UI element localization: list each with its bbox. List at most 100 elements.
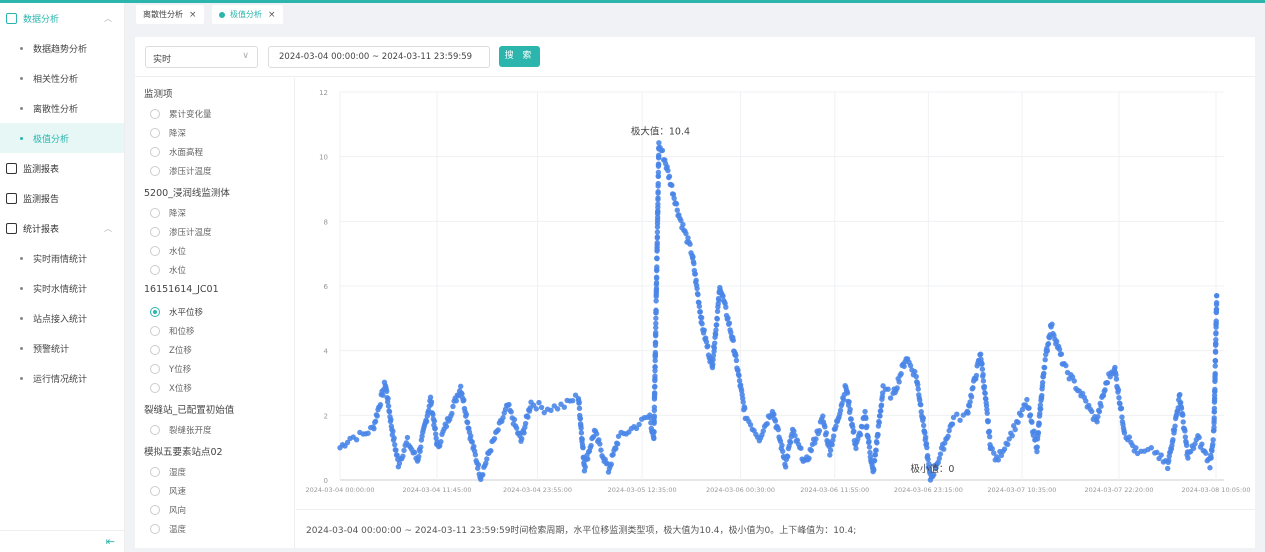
data-point: [695, 291, 701, 298]
radio-icon[interactable]: [150, 166, 160, 176]
sidebar-item-operation[interactable]: 运行情况统计: [0, 363, 124, 393]
sidebar-group-monitor-report[interactable]: 监测报告: [0, 183, 124, 213]
option-label: X位移: [169, 384, 192, 394]
data-point: [946, 427, 952, 434]
sidebar-item-station-access[interactable]: 站点接入统计: [0, 303, 124, 333]
radio-icon[interactable]: [150, 128, 160, 138]
option-label: 降深: [169, 209, 187, 219]
data-point: [863, 415, 869, 422]
radio-icon[interactable]: [150, 524, 160, 534]
data-point: [872, 452, 879, 458]
data-point: [1036, 421, 1042, 427]
monitor-option-radio[interactable]: 水平位移: [150, 306, 203, 318]
sidebar-group-data-analysis[interactable]: 数据分析 ︿: [0, 3, 124, 33]
data-point: [873, 447, 879, 453]
date-range-picker[interactable]: 2024-03-04 00:00:00 ~ 2024-03-11 23:59:5…: [268, 46, 490, 68]
data-point: [1213, 324, 1219, 330]
monitor-option-radio[interactable]: 风向: [150, 504, 186, 516]
data-point: [585, 456, 591, 462]
chevron-up-icon: ︿: [104, 223, 112, 233]
monitor-option-radio[interactable]: 累计变化量: [150, 108, 212, 120]
radio-icon[interactable]: [150, 345, 160, 355]
data-point: [864, 423, 870, 429]
monitor-option-radio[interactable]: 水位: [150, 245, 186, 257]
radio-icon[interactable]: [150, 425, 160, 435]
active-dot-icon: [219, 11, 225, 18]
data-point: [698, 314, 705, 321]
data-point: [1112, 364, 1118, 371]
radio-icon[interactable]: [150, 227, 160, 237]
search-button[interactable]: 搜 索: [499, 46, 540, 67]
monitor-option-radio[interactable]: 渗压计温度: [150, 165, 212, 177]
monitor-option-radio[interactable]: Z位移: [150, 344, 192, 356]
radio-icon[interactable]: [150, 265, 160, 275]
monitor-option-radio[interactable]: 渗压计温度: [150, 226, 212, 238]
monitor-option-radio[interactable]: 温度: [150, 523, 186, 535]
monitor-option-radio[interactable]: X位移: [150, 382, 192, 394]
close-icon[interactable]: ×: [268, 9, 276, 20]
data-point: [920, 415, 926, 421]
data-point: [500, 414, 506, 421]
y-tick-label: 12: [319, 89, 328, 97]
y-tick-label: 0: [324, 477, 328, 485]
close-icon[interactable]: ×: [189, 9, 197, 20]
data-point: [651, 435, 657, 442]
data-point: [728, 329, 734, 336]
data-point: [710, 352, 717, 359]
data-point: [984, 410, 990, 416]
monitor-option-radio[interactable]: 水面高程: [150, 146, 203, 158]
radio-checked-icon[interactable]: [150, 307, 160, 317]
data-point: [898, 371, 904, 377]
data-point: [827, 452, 833, 458]
data-point: [1172, 423, 1178, 429]
data-point: [652, 383, 658, 390]
sidebar-item-extreme[interactable]: 极值分析: [0, 123, 124, 153]
data-point: [655, 201, 661, 207]
data-point: [554, 406, 561, 412]
radio-icon[interactable]: [150, 505, 160, 515]
sidebar-item-discrete[interactable]: 离散性分析: [0, 93, 124, 123]
monitor-option-radio[interactable]: 水位: [150, 264, 186, 276]
radio-icon[interactable]: [150, 109, 160, 119]
data-point: [1009, 432, 1015, 439]
monitor-option-radio[interactable]: 降深: [150, 127, 186, 139]
collapse-menu-icon[interactable]: ⇤: [105, 535, 115, 548]
sidebar-item-correlation[interactable]: 相关性分析: [0, 63, 124, 93]
monitor-group-title: 5200_浸润线监测体: [144, 188, 230, 199]
sidebar-item-water[interactable]: 实时水情统计: [0, 273, 124, 303]
data-point: [1104, 380, 1111, 386]
radio-icon[interactable]: [150, 467, 160, 477]
sidebar-group-statistics[interactable]: 统计报表 ︿: [0, 213, 124, 243]
monitor-option-radio[interactable]: 裂缝张开度: [150, 424, 212, 436]
sidebar-group-monitor-table[interactable]: 监测报表: [0, 153, 124, 183]
data-point: [827, 447, 834, 453]
monitor-option-radio[interactable]: 湿度: [150, 466, 186, 478]
radio-icon[interactable]: [150, 383, 160, 393]
monitor-option-radio[interactable]: 降深: [150, 207, 186, 219]
radio-icon[interactable]: [150, 486, 160, 496]
data-point: [816, 427, 823, 434]
sidebar-item-rain[interactable]: 实时雨情统计: [0, 243, 124, 273]
radio-icon[interactable]: [150, 246, 160, 256]
data-point: [608, 461, 614, 467]
mode-select[interactable]: 实时 ∨: [145, 46, 258, 68]
radio-icon[interactable]: [150, 326, 160, 336]
data-point: [1212, 386, 1218, 393]
option-label: 水面高程: [169, 148, 204, 158]
data-point: [937, 451, 944, 457]
monitor-option-radio[interactable]: Y位移: [150, 363, 191, 375]
sidebar-item-trend[interactable]: 数据趋势分析: [0, 33, 124, 63]
tab-extreme[interactable]: 极值分析 ×: [212, 5, 283, 24]
data-point: [995, 457, 1002, 463]
data-point: [924, 444, 930, 451]
radio-icon[interactable]: [150, 364, 160, 374]
data-point: [633, 425, 640, 432]
radio-icon[interactable]: [150, 147, 160, 157]
data-point: [390, 428, 396, 434]
tab-discrete[interactable]: 离散性分析 ×: [136, 5, 204, 24]
sidebar-item-warning[interactable]: 预警统计: [0, 333, 124, 363]
monitor-option-radio[interactable]: 风速: [150, 485, 186, 497]
monitor-option-radio[interactable]: 和位移: [150, 325, 195, 337]
radio-icon[interactable]: [150, 208, 160, 218]
data-point: [459, 391, 465, 397]
